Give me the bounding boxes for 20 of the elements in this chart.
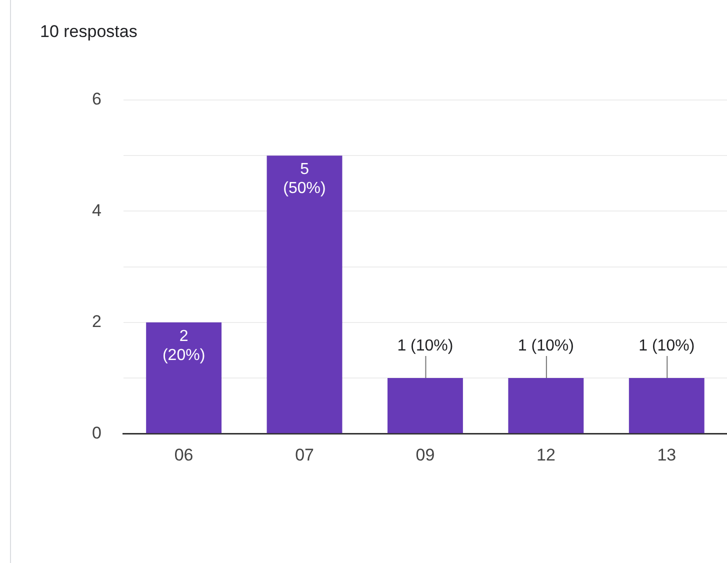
y-tick-label: 0 [92, 423, 102, 442]
x-tick-label: 09 [416, 445, 435, 464]
bar [508, 378, 584, 434]
bar [388, 378, 463, 434]
data-label: 5 (50%) [283, 161, 326, 198]
bar [628, 378, 704, 434]
x-tick-label: 06 [174, 445, 194, 464]
y-tick-label: 2 [92, 312, 102, 332]
x-tick-label: 07 [295, 445, 314, 464]
bar [266, 156, 342, 434]
y-tick-label: 4 [92, 200, 102, 220]
bar [146, 322, 222, 434]
y-tick-label: 6 [92, 90, 102, 109]
data-label: 1 (10%) [518, 337, 574, 354]
data-label: 1 (10%) [397, 337, 454, 354]
data-label: 1 (10%) [638, 337, 695, 354]
x-tick-label: 12 [536, 445, 556, 464]
chart-title: 10 respostas [40, 22, 138, 42]
data-label: 2 (20%) [162, 328, 206, 364]
x-tick-label: 13 [657, 445, 676, 464]
